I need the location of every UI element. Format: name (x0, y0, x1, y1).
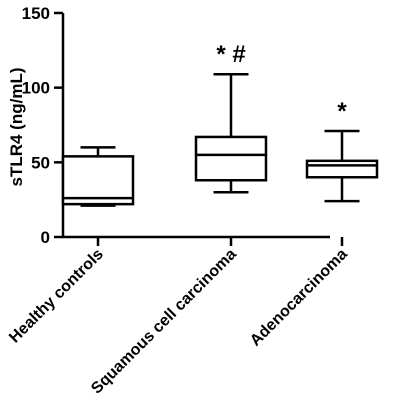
significance-annotation: * # (216, 41, 245, 68)
significance-annotation: * (337, 98, 347, 125)
x-tick-label: Adenocarcinoma (247, 246, 351, 350)
iqr-box (194, 135, 268, 182)
y-tick-label: 50 (31, 153, 50, 172)
iqr-box (61, 155, 135, 206)
iqr-box (305, 159, 379, 179)
box-3: * (305, 98, 379, 203)
y-tick-label: 100 (22, 79, 50, 98)
y-tick-label: 150 (22, 4, 50, 23)
x-tick-label: Healthy controls (6, 246, 107, 347)
box-1 (61, 146, 135, 207)
x-tick-label: Squamous cell carcinoma (88, 246, 240, 398)
y-tick-label: 0 (41, 228, 50, 247)
y-axis: 0 50 100 150 (22, 4, 65, 247)
y-axis-title: sTLR4 (ng/mL) (7, 68, 26, 187)
box-2: * # (194, 41, 268, 194)
boxes: * # * (61, 41, 379, 207)
